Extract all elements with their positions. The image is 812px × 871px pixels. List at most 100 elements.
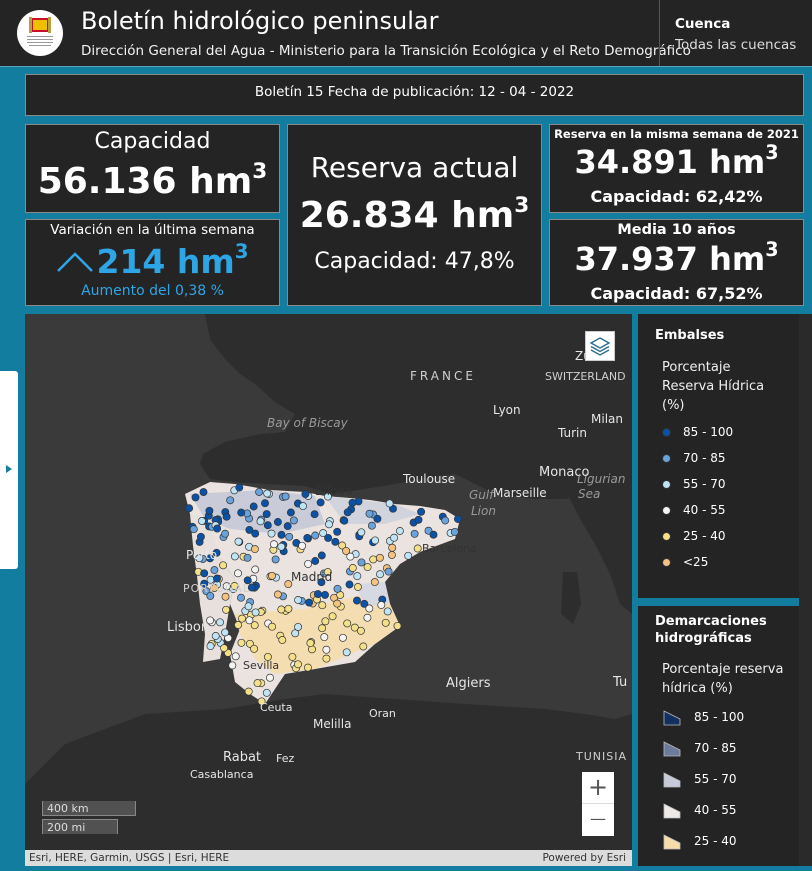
reservoir-dot[interactable] — [333, 584, 342, 593]
reservoir-dot[interactable] — [268, 571, 276, 580]
reservoir-dot[interactable] — [221, 592, 230, 601]
reservoir-dot[interactable] — [197, 517, 206, 525]
reservoir-dot[interactable] — [256, 517, 265, 526]
reservoir-dot[interactable] — [385, 499, 394, 508]
reservoir-dot[interactable] — [251, 529, 260, 538]
reservoir-dot[interactable] — [200, 579, 209, 588]
reservoir-dot[interactable] — [250, 644, 259, 653]
reservoir-dot[interactable] — [206, 591, 215, 600]
reservoir-dot[interactable] — [284, 604, 293, 613]
reservoir-dot[interactable] — [303, 533, 312, 542]
reservoir-dot[interactable] — [294, 660, 302, 669]
reservoir-dot[interactable] — [338, 633, 347, 642]
reservoir-dot[interactable] — [266, 673, 274, 682]
reservoir-dot[interactable] — [377, 601, 386, 609]
reservoir-dot[interactable] — [318, 601, 327, 610]
reservoir-dot[interactable] — [317, 551, 326, 560]
reservoir-dot[interactable] — [350, 623, 359, 632]
reservoir-dot[interactable] — [250, 545, 259, 554]
reservoir-dot[interactable] — [301, 490, 310, 499]
reservoir-dot[interactable] — [357, 528, 366, 537]
reservoir-dot[interactable] — [321, 590, 329, 599]
reservoir-dot[interactable] — [342, 648, 351, 657]
zoom-in-button[interactable]: + — [582, 772, 614, 804]
reservoir-dot[interactable] — [305, 598, 314, 607]
layers-button[interactable] — [585, 331, 615, 361]
reservoir-dot[interactable] — [210, 566, 219, 575]
reservoir-dot[interactable] — [343, 508, 352, 517]
reservoir-dot[interactable] — [206, 554, 214, 563]
reservoir-dot[interactable] — [230, 552, 239, 561]
reservoir-dot[interactable] — [325, 520, 333, 529]
reservoir-dot[interactable] — [410, 529, 419, 538]
reservoir-dot[interactable] — [388, 543, 397, 552]
reservoir-dot[interactable] — [255, 488, 264, 496]
reservoir-dot[interactable] — [291, 629, 300, 638]
reservoir-dot[interactable] — [200, 569, 209, 578]
reservoir-dot[interactable] — [294, 596, 303, 604]
reservoir-dot[interactable] — [322, 645, 331, 654]
reservoir-dot[interactable] — [323, 492, 332, 501]
reservoir-dot[interactable] — [365, 509, 374, 518]
reservoir-dot[interactable] — [322, 654, 331, 663]
reservoir-dot[interactable] — [230, 582, 239, 590]
reservoir-dot[interactable] — [289, 516, 298, 525]
reservoir-dot[interactable] — [383, 607, 392, 616]
reservoir-dot[interactable] — [294, 622, 303, 631]
reservoir-dot[interactable] — [234, 621, 243, 629]
reservoir-dot[interactable] — [262, 510, 271, 519]
reservoir-dot[interactable] — [338, 541, 347, 550]
reservoir-dot[interactable] — [263, 652, 272, 661]
reservoir-dot[interactable] — [253, 679, 262, 688]
reservoir-dot[interactable] — [228, 661, 237, 670]
reservoir-dot[interactable] — [243, 576, 252, 585]
reservoir-dot[interactable] — [234, 537, 243, 546]
reservoir-dot[interactable] — [231, 652, 240, 661]
reservoir-dot[interactable] — [219, 561, 228, 570]
reservoir-dot[interactable] — [353, 572, 362, 581]
reservoir-dot[interactable] — [251, 608, 260, 617]
reservoir-dot[interactable] — [221, 529, 230, 538]
reservoir-dot[interactable] — [222, 512, 231, 521]
reservoir-dot[interactable] — [196, 532, 205, 541]
reservoir-dot[interactable] — [298, 541, 307, 550]
reservoir-dot[interactable] — [360, 599, 369, 608]
reservoir-dot[interactable] — [371, 536, 380, 545]
reservoir-dot[interactable] — [263, 521, 272, 530]
reservoir-dot[interactable] — [263, 489, 272, 498]
reservoir-dot[interactable] — [271, 555, 280, 564]
reservoir-dot[interactable] — [288, 652, 297, 661]
reservoir-dot[interactable] — [450, 527, 459, 536]
reservoir-dot[interactable] — [237, 638, 246, 647]
reservoir-dot[interactable] — [343, 619, 352, 628]
reservoir-dot[interactable] — [245, 639, 254, 648]
legend-scrollbar[interactable] — [799, 314, 812, 866]
reservoir-dot[interactable] — [363, 563, 372, 572]
reservoir-dot[interactable] — [357, 558, 366, 567]
reservoir-dot[interactable] — [323, 568, 332, 577]
reservoir-dot[interactable] — [318, 624, 327, 633]
reservoir-dot[interactable] — [244, 602, 253, 611]
reservoir-dot[interactable] — [249, 502, 258, 511]
reservoir-dot[interactable] — [267, 529, 276, 538]
reservoir-dot[interactable] — [353, 583, 362, 591]
reservoir-dot[interactable] — [356, 626, 365, 635]
reservoir-dot[interactable] — [210, 584, 219, 592]
reservoir-dot[interactable] — [414, 515, 423, 524]
reservoir-dot[interactable] — [222, 582, 231, 591]
reservoir-dot[interactable] — [191, 493, 200, 502]
reservoir-dot[interactable] — [429, 530, 438, 539]
reservoir-dot[interactable] — [195, 554, 204, 563]
reservoir-dot[interactable] — [222, 605, 231, 614]
reservoir-dot[interactable] — [311, 557, 320, 565]
reservoir-dot[interactable] — [324, 533, 333, 542]
reservoir-dot[interactable] — [244, 687, 253, 696]
reservoir-dot[interactable] — [220, 644, 229, 653]
reservoir-dot[interactable] — [270, 540, 278, 549]
reservoir-dot[interactable] — [226, 496, 235, 505]
reservoir-dot[interactable] — [369, 555, 378, 564]
reservoir-dot[interactable] — [262, 688, 271, 697]
reservoir-dot[interactable] — [273, 518, 282, 526]
reservoir-dot[interactable] — [205, 506, 214, 515]
reservoir-dot[interactable] — [211, 632, 220, 640]
